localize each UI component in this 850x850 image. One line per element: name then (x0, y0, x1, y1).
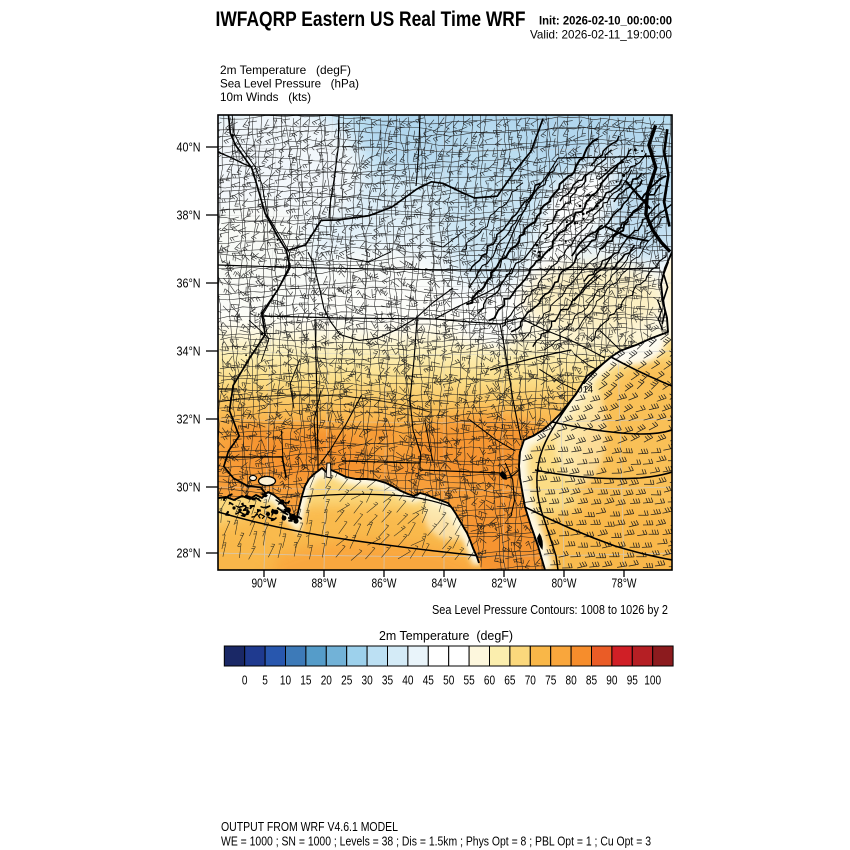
svg-text:2m Temperature (degF): 2m Temperature (degF) (220, 63, 351, 77)
svg-text:60: 60 (484, 674, 495, 688)
svg-text:30: 30 (362, 674, 373, 688)
svg-text:10: 10 (280, 674, 291, 688)
svg-text:40°N: 40°N (177, 141, 201, 155)
svg-text:Valid: 2026-02-11_19:00:00: Valid: 2026-02-11_19:00:00 (530, 28, 672, 42)
svg-text:5: 5 (262, 674, 268, 688)
svg-text:100: 100 (644, 674, 661, 688)
svg-text:Init: 2026-02-10_00:00:00: Init: 2026-02-10_00:00:00 (539, 14, 672, 28)
svg-text:70: 70 (525, 674, 536, 688)
svg-text:75: 75 (545, 674, 556, 688)
svg-text:OUTPUT FROM WRF V4.6.1 MODEL: OUTPUT FROM WRF V4.6.1 MODEL (221, 820, 398, 834)
svg-text:28°N: 28°N (177, 547, 201, 561)
svg-text:65: 65 (504, 674, 515, 688)
svg-text:90°W: 90°W (252, 577, 277, 591)
svg-text:80°W: 80°W (552, 577, 577, 591)
svg-text:15: 15 (300, 674, 311, 688)
svg-text:1014: 1014 (572, 385, 593, 396)
svg-text:84°W: 84°W (432, 577, 457, 591)
svg-text:88°W: 88°W (312, 577, 337, 591)
svg-text:82°W: 82°W (492, 577, 517, 591)
svg-text:50: 50 (443, 674, 454, 688)
svg-text:34°N: 34°N (177, 345, 201, 359)
svg-text:90: 90 (606, 674, 617, 688)
svg-text:36°N: 36°N (177, 277, 201, 291)
svg-text:2m Temperature (degF): 2m Temperature (degF) (379, 629, 513, 643)
svg-text:0: 0 (242, 674, 248, 688)
svg-text:IWFAQRP Eastern US Real Time W: IWFAQRP Eastern US Real Time WRF (216, 7, 526, 31)
svg-text:38°N: 38°N (177, 209, 201, 223)
svg-text:45: 45 (423, 674, 434, 688)
svg-text:32°N: 32°N (177, 413, 201, 427)
svg-text:80: 80 (566, 674, 577, 688)
svg-text:86°W: 86°W (372, 577, 397, 591)
svg-text:95: 95 (627, 674, 638, 688)
svg-text:WE = 1000 ; SN = 1000 ; Levels: WE = 1000 ; SN = 1000 ; Levels = 38 ; Di… (221, 835, 651, 849)
svg-text:Sea Level Pressure (hPa): Sea Level Pressure (hPa) (220, 77, 359, 91)
svg-text:Sea Level Pressure Contours: 1: Sea Level Pressure Contours: 1008 to 102… (432, 603, 668, 617)
svg-text:20: 20 (321, 674, 332, 688)
svg-text:55: 55 (464, 674, 475, 688)
svg-text:78°W: 78°W (612, 577, 637, 591)
svg-text:35: 35 (382, 674, 393, 688)
svg-text:10m Winds (kts): 10m Winds (kts) (220, 90, 311, 104)
svg-text:25: 25 (341, 674, 352, 688)
svg-text:40: 40 (402, 674, 413, 688)
svg-text:30°N: 30°N (177, 481, 201, 495)
svg-text:85: 85 (586, 674, 597, 688)
